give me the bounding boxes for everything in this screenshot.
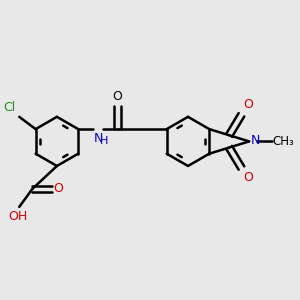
Text: H: H (100, 136, 109, 146)
Text: N: N (94, 132, 103, 145)
Text: Cl: Cl (4, 100, 16, 113)
Text: N: N (251, 134, 260, 147)
Text: O: O (112, 90, 122, 103)
Text: CH₃: CH₃ (273, 135, 295, 148)
Text: OH: OH (8, 210, 27, 223)
Text: O: O (54, 182, 64, 195)
Text: O: O (243, 98, 253, 112)
Text: O: O (243, 171, 253, 184)
